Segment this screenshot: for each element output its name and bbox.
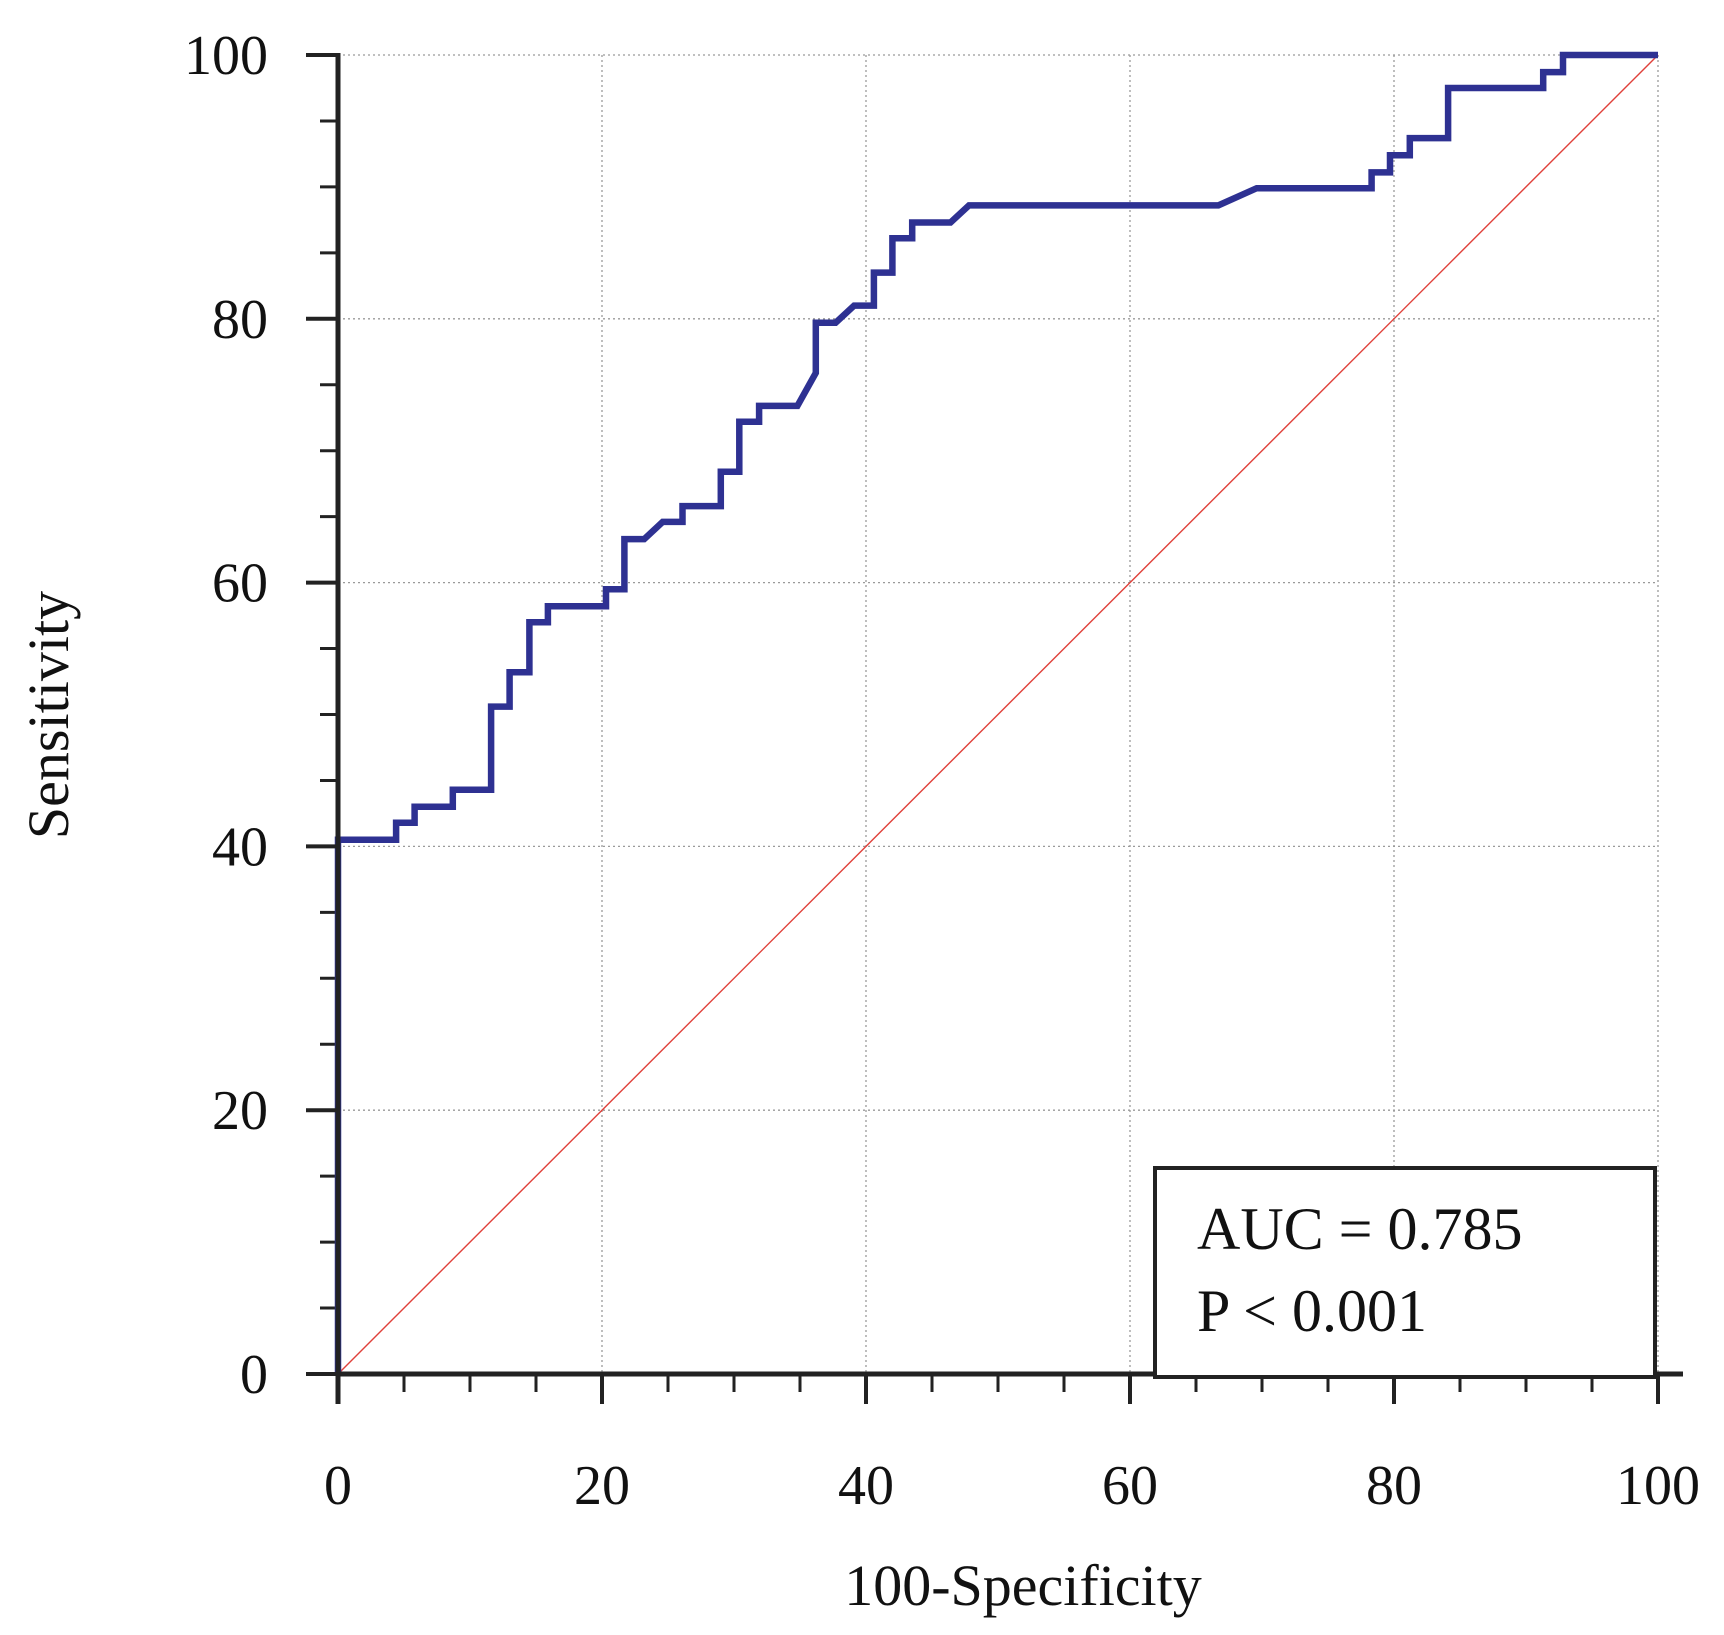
y-axis-ticks: 0 20 40 60 80 100	[184, 25, 338, 1406]
y-tick-label: 60	[212, 553, 268, 615]
y-axis-title: Sensitivity	[16, 591, 81, 839]
y-tick-label: 0	[240, 1344, 268, 1406]
y-tick-label: 20	[212, 1080, 268, 1142]
x-tick-label: 0	[324, 1455, 352, 1517]
reference-diagonal-line	[337, 54, 1659, 1375]
x-tick-label: 100	[1616, 1455, 1700, 1517]
auc-annotation-box: AUC = 0.785 P < 0.001	[1153, 1166, 1657, 1379]
x-axis-ticks: 0 20 40 60 80 100	[324, 1374, 1700, 1517]
auc-value-text: AUC = 0.785	[1197, 1196, 1523, 1262]
y-tick-label: 40	[212, 816, 268, 878]
x-tick-label: 20	[574, 1455, 630, 1517]
minor-ticks	[320, 119, 1594, 1392]
grid-lines	[338, 54, 1659, 1374]
roc-curve-line	[334, 51, 1658, 1374]
auc-box-border	[1153, 1166, 1657, 1379]
p-value-text: P < 0.001	[1197, 1278, 1427, 1344]
x-tick-label: 60	[1102, 1455, 1158, 1517]
y-tick-label: 80	[212, 289, 268, 351]
x-tick-label: 40	[838, 1455, 894, 1517]
y-tick-label: 100	[184, 25, 268, 87]
x-tick-label: 80	[1366, 1455, 1422, 1517]
x-axis-title: 100-Specificity	[844, 1553, 1202, 1618]
